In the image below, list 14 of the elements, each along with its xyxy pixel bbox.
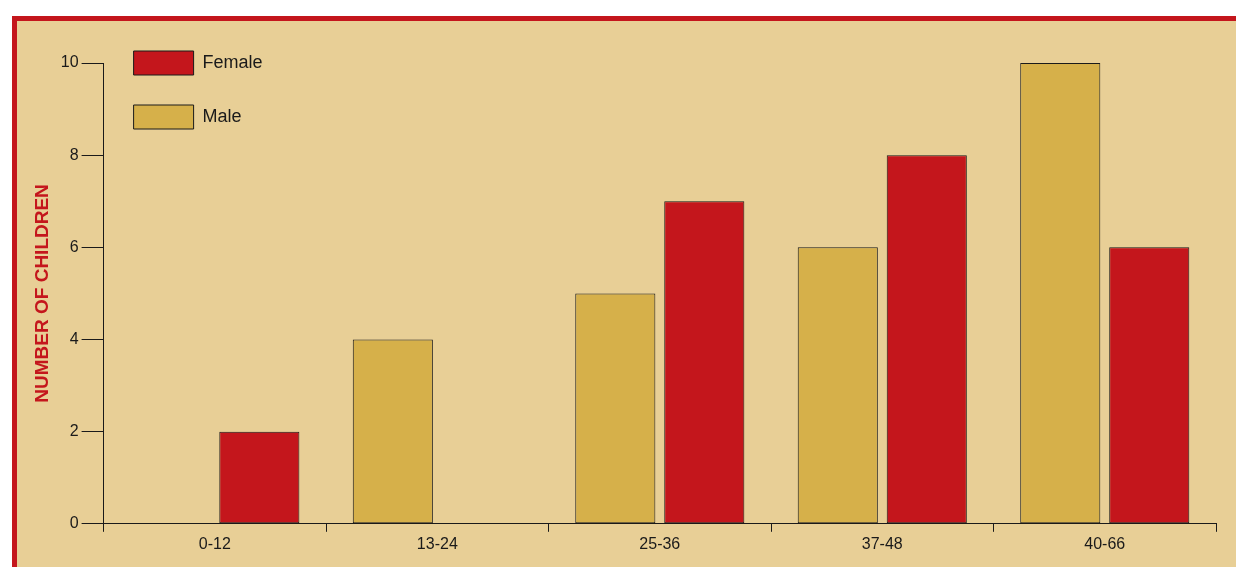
y-tick-label: 10 — [60, 53, 79, 71]
y-tick-label: 0 — [69, 514, 79, 532]
x-tick-label: 25-36 — [639, 534, 681, 552]
y-tick-label: 2 — [69, 422, 79, 440]
x-tick-label: 0-12 — [198, 534, 231, 552]
y-tick-label: 8 — [69, 145, 79, 163]
y-tick-label: 6 — [69, 237, 79, 255]
legend-label: Male — [202, 105, 242, 126]
x-tick-label: 37-48 — [861, 534, 903, 552]
x-tick-label: 13-24 — [416, 534, 458, 552]
y-tick-label: 4 — [69, 329, 79, 347]
y-axis-title: NUMBER OF CHILDREN — [30, 184, 52, 403]
legend-label: Female — [202, 51, 263, 72]
x-tick-label: 40-66 — [1084, 534, 1126, 552]
